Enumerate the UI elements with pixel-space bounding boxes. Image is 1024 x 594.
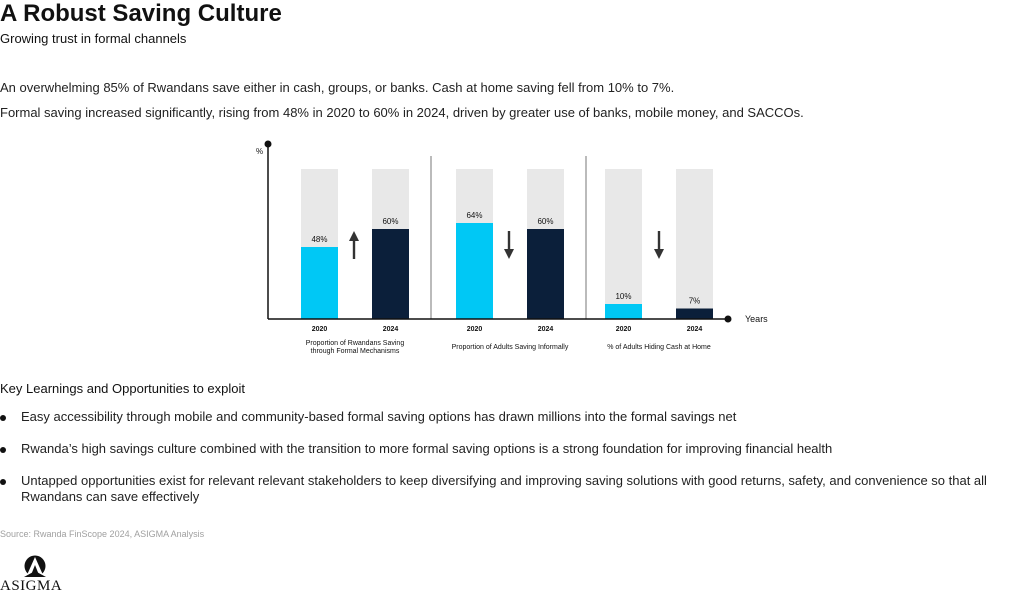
bar-2020 <box>605 304 642 319</box>
bar-2024 <box>527 229 564 319</box>
chart-background-bars <box>301 169 713 319</box>
asigma-logo-icon <box>24 555 46 577</box>
arrow-down-icon <box>654 231 664 259</box>
learning-item: Untapped opportunities exist for relevan… <box>0 473 1000 505</box>
learning-item-text: Untapped opportunities exist for relevan… <box>21 473 987 504</box>
group-label: Proportion of Adults Saving Informally <box>452 344 569 351</box>
bullet-dot-icon <box>0 415 6 421</box>
bar-2020 <box>301 247 338 319</box>
arrow-up-icon <box>349 231 359 259</box>
bar-value-label: 48% <box>311 235 327 244</box>
chart-labels: % Years 48% 2020 60% 2024 Proportion of Rwanda… <box>256 147 768 355</box>
x-axis-label: Years <box>745 314 768 324</box>
x-tick-label: 2020 <box>312 326 328 333</box>
x-tick-label: 2024 <box>538 326 554 333</box>
page-subtitle: Growing trust in formal channels <box>0 31 187 46</box>
bar-2024 <box>676 308 713 319</box>
learning-item-text: Easy accessibility through mobile and co… <box>21 409 737 424</box>
x-tick-label: 2020 <box>616 326 632 333</box>
x-tick-label: 2024 <box>383 326 399 333</box>
arrow-down-icon <box>504 231 514 259</box>
bar-2024 <box>372 229 409 319</box>
page-title: A Robust Saving Culture <box>0 0 282 27</box>
y-axis-end-dot <box>264 140 272 148</box>
intro-paragraph-2: Formal saving increased significantly, r… <box>0 105 804 120</box>
learning-item: Rwanda’s high savings culture combined w… <box>0 441 1000 457</box>
group-label: Proportion of Rwandans Saving through For… <box>306 340 405 355</box>
group-label: % of Adults Hiding Cash at Home <box>607 344 711 351</box>
bar-value-label: 7% <box>689 297 701 306</box>
x-tick-label: 2020 <box>467 326 483 333</box>
bar-value-label: 64% <box>466 211 482 220</box>
learning-item-text: Rwanda’s high savings culture combined w… <box>21 441 833 456</box>
bar-value-label: 60% <box>537 217 553 226</box>
chart-axes <box>264 140 732 323</box>
source-note: Source: Rwanda FinScope 2024, ASIGMA Ana… <box>0 529 205 539</box>
bullet-dot-icon <box>0 479 6 485</box>
x-axis-end-dot <box>724 315 732 323</box>
learning-item: Easy accessibility through mobile and co… <box>0 409 1000 425</box>
bar-2020 <box>456 223 493 319</box>
bar-value-label: 60% <box>382 217 398 226</box>
intro-paragraph-1: An overwhelming 85% of Rwandans save eit… <box>0 80 675 95</box>
chart-group-dividers <box>430 156 587 319</box>
x-tick-label: 2024 <box>687 326 703 333</box>
y-axis-label: % <box>256 147 263 156</box>
bar-background <box>605 169 642 319</box>
savings-bar-chart: % Years 48% 2020 60% 2024 Proportion of Rwanda… <box>256 140 768 355</box>
asigma-logo-text: ASIGMA <box>0 578 63 594</box>
bullet-dot-icon <box>0 447 6 453</box>
chart-trend-arrows <box>349 231 664 259</box>
learnings-heading: Key Learnings and Opportunities to explo… <box>0 381 245 396</box>
bar-value-label: 10% <box>615 292 631 301</box>
chart-value-bars <box>301 223 713 319</box>
asigma-logo: ASIGMA <box>0 553 70 594</box>
bar-background <box>676 169 713 319</box>
